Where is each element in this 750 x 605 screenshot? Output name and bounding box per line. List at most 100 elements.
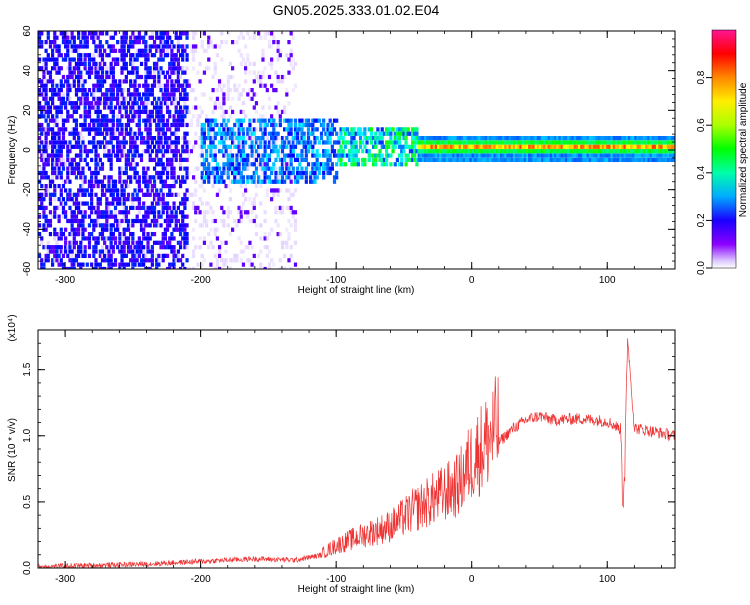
heatmap-cell bbox=[241, 153, 246, 158]
heatmap-cell bbox=[213, 105, 217, 110]
heatmap-cell bbox=[577, 136, 582, 141]
heatmap-cell bbox=[142, 170, 146, 176]
heatmap-cell bbox=[77, 140, 81, 145]
heatmap-cell bbox=[250, 136, 254, 141]
heatmap-cell bbox=[96, 197, 100, 202]
heatmap-cell bbox=[170, 170, 174, 176]
heatmap-cell bbox=[42, 162, 46, 167]
heatmap-cell bbox=[241, 118, 246, 123]
heatmap-cell bbox=[81, 127, 85, 132]
heatmap-cell bbox=[257, 118, 261, 123]
heatmap-cell bbox=[191, 31, 196, 36]
heatmap-cell bbox=[506, 149, 510, 154]
heatmap-cell bbox=[157, 214, 161, 219]
heatmap-cell bbox=[55, 140, 59, 145]
heatmap-cell bbox=[261, 162, 265, 167]
heatmap-cell bbox=[66, 48, 70, 53]
heatmap-cell bbox=[228, 61, 233, 67]
heatmap-cell bbox=[55, 258, 59, 263]
heatmap-cell bbox=[235, 157, 239, 163]
heatmap-cell bbox=[228, 105, 233, 110]
heatmap-cell bbox=[222, 92, 226, 97]
heatmap-cell bbox=[144, 105, 148, 110]
heatmap-cell bbox=[79, 149, 83, 154]
heatmap-cell bbox=[645, 136, 649, 141]
heatmap-cell bbox=[72, 144, 76, 149]
heatmap-cell bbox=[70, 253, 74, 259]
heatmap-cell bbox=[109, 157, 113, 163]
heatmap-cell bbox=[77, 231, 81, 237]
heatmap-cell bbox=[226, 153, 230, 158]
heatmap-cell bbox=[137, 218, 141, 224]
heatmap-cell bbox=[72, 266, 76, 269]
heatmap-cell bbox=[239, 149, 243, 154]
heatmap-cell bbox=[94, 240, 98, 245]
heatmap-cell bbox=[222, 118, 226, 123]
heatmap-cell bbox=[46, 105, 50, 110]
heatmap-cell bbox=[185, 149, 189, 154]
heatmap-cell bbox=[358, 127, 363, 132]
heatmap-cell bbox=[94, 127, 98, 132]
heatmap-cell bbox=[621, 149, 625, 154]
heatmap-cell bbox=[81, 183, 85, 189]
heatmap-cell bbox=[83, 57, 87, 62]
heatmap-cell bbox=[571, 136, 575, 141]
heatmap-cell bbox=[200, 144, 204, 149]
heatmap-cell bbox=[68, 240, 72, 245]
heatmap-cell bbox=[53, 258, 57, 263]
heatmap-cell bbox=[432, 144, 436, 149]
heatmap-cell bbox=[267, 249, 272, 254]
heatmap-cell bbox=[224, 153, 228, 158]
heatmap-cell bbox=[280, 153, 285, 158]
heatmap-cell bbox=[94, 144, 98, 149]
heatmap-cell bbox=[107, 266, 111, 269]
heatmap-cell bbox=[441, 140, 445, 145]
heatmap-cell bbox=[159, 40, 163, 45]
heatmap-cell bbox=[603, 140, 608, 145]
heatmap-cell bbox=[183, 157, 187, 163]
heatmap-cell bbox=[98, 40, 102, 45]
heatmap-cell bbox=[395, 131, 400, 136]
heatmap-cell bbox=[163, 122, 167, 128]
heatmap-cell bbox=[168, 66, 172, 71]
heatmap-cell bbox=[217, 127, 222, 132]
heatmap-cell bbox=[575, 136, 579, 141]
heatmap-cell bbox=[230, 166, 235, 171]
heatmap-cell bbox=[79, 188, 83, 193]
heatmap-cell bbox=[209, 136, 213, 141]
heatmap-cell bbox=[319, 131, 324, 136]
heatmap-cell bbox=[137, 245, 141, 250]
heatmap-cell bbox=[94, 249, 98, 254]
heatmap-cell bbox=[204, 118, 209, 123]
heatmap-cell bbox=[135, 258, 139, 263]
heatmap-cell bbox=[541, 157, 545, 163]
heatmap-cell bbox=[109, 118, 113, 123]
heatmap-cell bbox=[278, 53, 282, 58]
heatmap-cell bbox=[612, 144, 616, 149]
heatmap-cell bbox=[285, 245, 289, 250]
heatmap-cell bbox=[122, 240, 126, 245]
heatmap-cell bbox=[122, 140, 126, 145]
heatmap-cell bbox=[300, 149, 304, 154]
heatmap-cell bbox=[170, 131, 174, 136]
heatmap-cell bbox=[92, 245, 96, 250]
heatmap-cell bbox=[525, 136, 530, 141]
heatmap-cell bbox=[150, 201, 154, 206]
heatmap-cell bbox=[135, 170, 139, 176]
heatmap-cell bbox=[512, 144, 517, 149]
heatmap-cell bbox=[157, 192, 161, 197]
heatmap-cell bbox=[178, 266, 183, 269]
heatmap-cell bbox=[512, 140, 517, 145]
heatmap-cell bbox=[280, 79, 285, 84]
heatmap-cell bbox=[111, 44, 115, 49]
heatmap-cell bbox=[74, 258, 79, 263]
heatmap-cell bbox=[215, 122, 220, 128]
heatmap-cell bbox=[235, 170, 239, 176]
spectrogram-y-tick-label: -20 bbox=[22, 182, 33, 197]
heatmap-cell bbox=[207, 166, 211, 171]
heatmap-cell bbox=[521, 153, 525, 158]
heatmap-cell bbox=[133, 175, 137, 180]
heatmap-cell bbox=[508, 157, 512, 163]
heatmap-cell bbox=[172, 83, 176, 88]
heatmap-cell bbox=[272, 149, 276, 154]
